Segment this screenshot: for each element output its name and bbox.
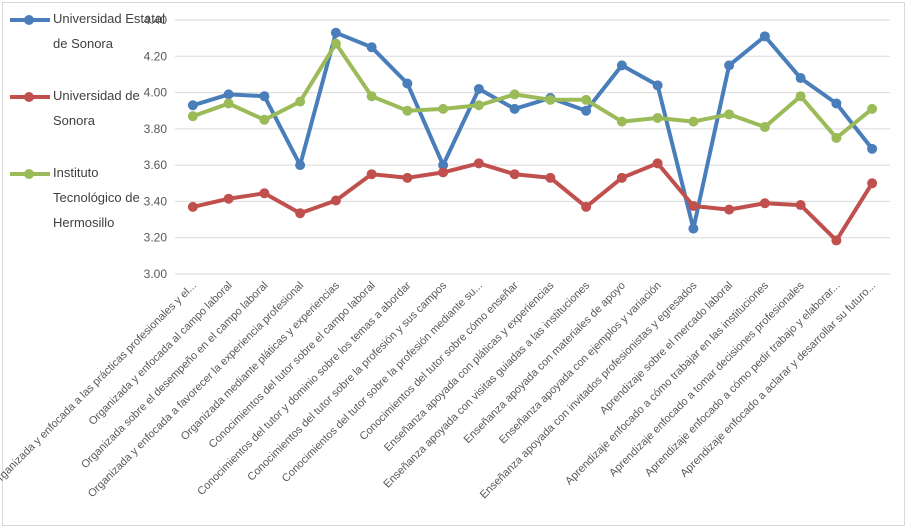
data-point	[688, 116, 699, 127]
data-point	[366, 91, 377, 102]
data-point	[402, 172, 413, 183]
data-point	[259, 91, 270, 102]
x-tick-label: Aprendizaje sobre el mercado laboral	[598, 280, 735, 417]
legend-marker-series-2	[24, 92, 34, 102]
y-tick-label: 3.80	[144, 122, 168, 136]
data-point	[509, 169, 520, 180]
data-point	[187, 100, 198, 111]
data-point	[652, 158, 663, 169]
series-line-3	[190, 41, 875, 140]
data-point	[187, 201, 198, 212]
data-point	[759, 122, 770, 133]
legend-marker-series-3	[24, 169, 34, 179]
data-point	[831, 235, 842, 246]
y-tick-label: 3.60	[144, 158, 168, 172]
data-point	[724, 109, 735, 120]
legend-label-line: Tecnológico de	[53, 190, 140, 205]
data-point	[688, 200, 699, 211]
data-point	[724, 204, 735, 215]
legend-label-line: Hermosillo	[53, 215, 115, 230]
data-point	[438, 103, 449, 114]
data-point	[295, 208, 306, 219]
legend-label-series-2: Universidad de Sonora	[53, 83, 173, 133]
y-tick-label: 3.00	[144, 267, 168, 281]
data-point	[223, 193, 234, 204]
data-point	[473, 83, 484, 94]
data-point	[652, 112, 663, 123]
legend-label-line: Universidad de	[53, 88, 140, 103]
data-point	[795, 200, 806, 211]
data-point	[724, 60, 735, 71]
data-point	[259, 188, 270, 199]
data-point	[509, 103, 520, 114]
data-point	[259, 114, 270, 125]
x-tick-label: Conocimientos del tutor sobre el campo l…	[207, 280, 378, 451]
data-point	[473, 158, 484, 169]
data-point	[366, 42, 377, 53]
legend-label-series-3: Instituto Tecnológico de Hermosillo	[53, 160, 173, 235]
data-point	[616, 60, 627, 71]
data-point	[867, 143, 878, 154]
data-point	[652, 80, 663, 91]
data-point	[795, 73, 806, 84]
data-point	[295, 160, 306, 171]
data-point	[366, 169, 377, 180]
data-point	[330, 27, 341, 38]
data-point	[759, 198, 770, 209]
x-tick-label: Enseñanza apoyada con pláticas y experie…	[382, 279, 557, 454]
series-line-1	[190, 30, 875, 231]
data-point	[473, 100, 484, 111]
data-point	[438, 167, 449, 178]
data-point	[223, 89, 234, 100]
data-point	[330, 195, 341, 206]
data-point	[616, 116, 627, 127]
legend-marker-series-1	[24, 15, 34, 25]
y-tick-label: 3.20	[144, 231, 168, 245]
y-tick-label: 4.00	[144, 86, 168, 100]
series-line-2	[190, 161, 875, 243]
data-point	[223, 98, 234, 109]
data-point	[867, 103, 878, 114]
data-point	[581, 201, 592, 212]
y-tick-label: 4.20	[144, 49, 168, 63]
y-tick-label: 4.40	[144, 13, 168, 27]
data-point	[616, 172, 627, 183]
data-point	[831, 98, 842, 109]
data-point	[688, 223, 699, 234]
data-point	[867, 178, 878, 189]
data-point	[759, 31, 770, 42]
data-point	[545, 172, 556, 183]
y-tick-label: 3.40	[144, 194, 168, 208]
legend-label-line: de Sonora	[53, 36, 113, 51]
data-point	[402, 105, 413, 116]
legend-label-line: Instituto	[53, 165, 99, 180]
data-point	[581, 94, 592, 105]
data-point	[581, 105, 592, 116]
legend-label-line: Sonora	[53, 113, 95, 128]
data-point	[545, 94, 556, 105]
data-point	[795, 91, 806, 102]
legend-label-line: Universidad Estatal	[53, 11, 165, 26]
data-point	[831, 132, 842, 143]
data-point	[187, 111, 198, 122]
data-point	[402, 78, 413, 89]
legend-label-series-1: Universidad Estatal de Sonora	[53, 6, 173, 56]
data-point	[438, 160, 449, 171]
data-point	[509, 89, 520, 100]
data-point	[295, 96, 306, 107]
data-point	[330, 38, 341, 49]
